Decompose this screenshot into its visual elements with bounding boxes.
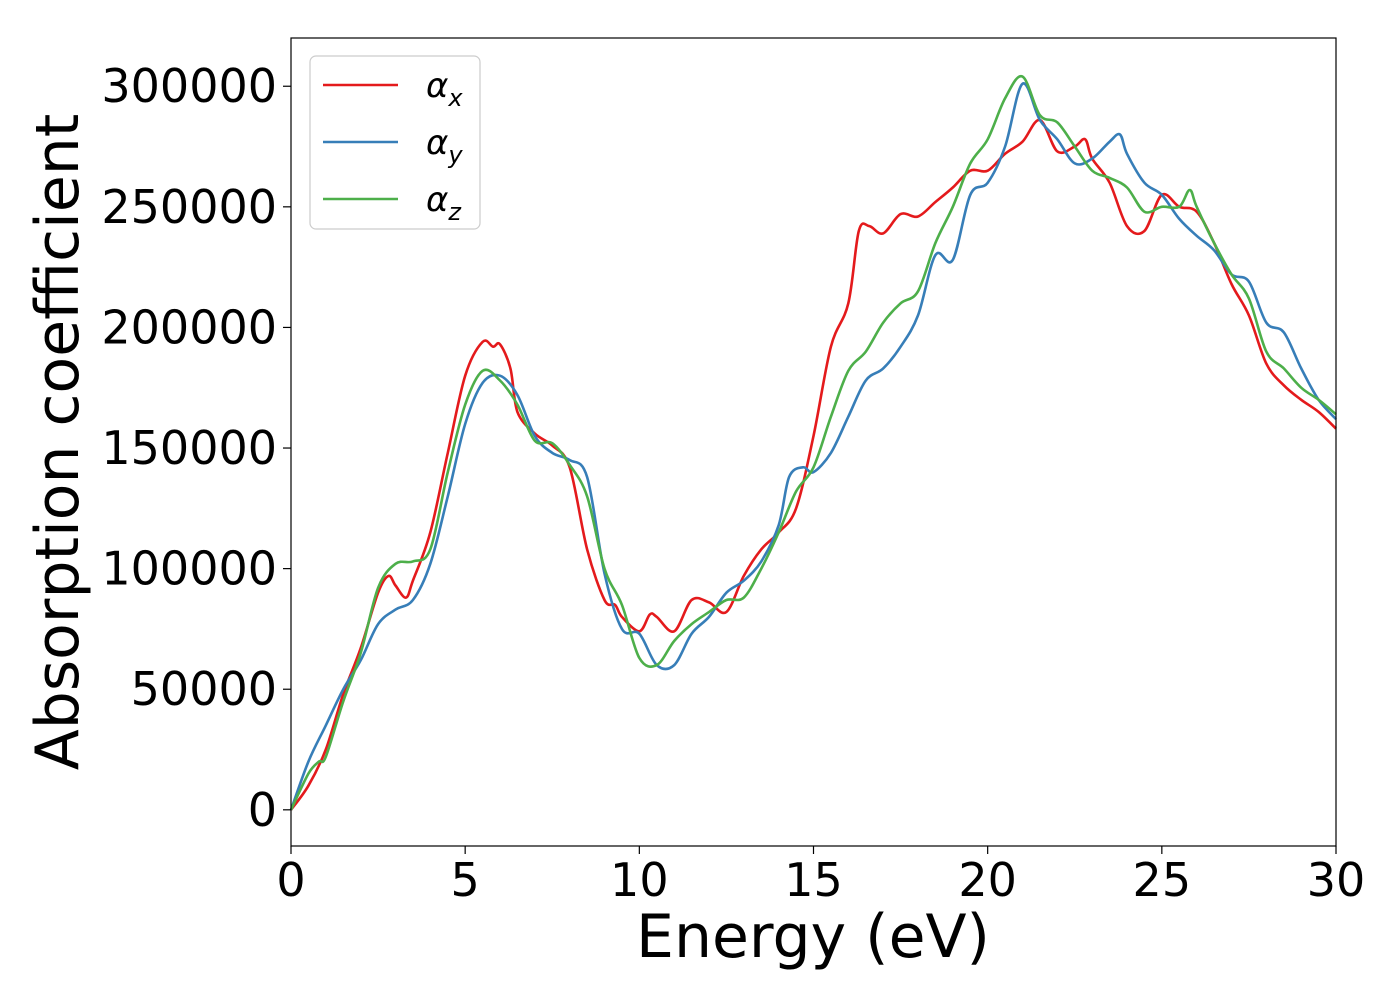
y-tick-label: 200000	[101, 300, 277, 354]
y-tick-label: 150000	[101, 421, 277, 475]
y-tick-label: 100000	[101, 542, 277, 596]
x-tick-label: 25	[1133, 853, 1192, 907]
legend-label-y: αy	[426, 123, 463, 169]
x-tick-label: 30	[1307, 853, 1366, 907]
series-line-y	[289, 82, 1337, 811]
series-layer	[289, 75, 1337, 811]
legend-label-x: αx	[426, 66, 463, 112]
y-tick-label: 250000	[101, 180, 277, 234]
x-tick-label: 20	[958, 853, 1017, 907]
x-tick-label: 0	[276, 853, 305, 907]
series-line-z	[289, 75, 1337, 811]
legend-label-z: αz	[426, 180, 462, 226]
y-tick-label: 0	[248, 783, 277, 837]
y-tick-label: 300000	[101, 59, 277, 113]
x-axis-title: Energy (eV)	[636, 902, 990, 972]
y-axis-title: Absorption coefficient	[23, 114, 93, 771]
y-axis: 0 50000 100000 150000 200000 250000 300000	[101, 59, 291, 837]
x-tick-label: 15	[784, 853, 843, 907]
x-tick-label: 10	[610, 853, 669, 907]
y-tick-label: 50000	[131, 662, 277, 716]
x-tick-label: 5	[451, 853, 480, 907]
x-axis: 0 5 10 15 20 25 30	[276, 846, 1365, 907]
legend: αx αy αz	[309, 55, 481, 230]
